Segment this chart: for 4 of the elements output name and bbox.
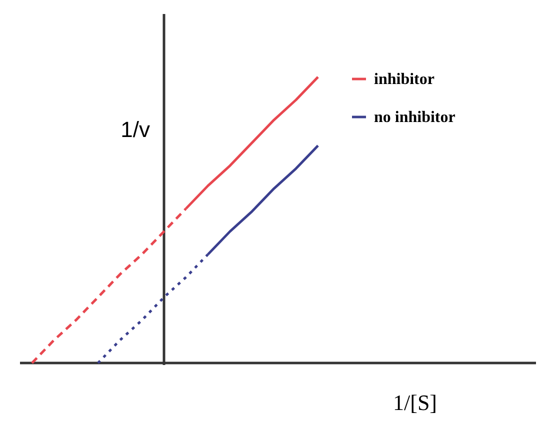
x-axis-title: 1/[S] (393, 390, 437, 415)
legend-label: no inhibitor (374, 109, 456, 126)
y-axis-title: 1/v (120, 117, 150, 142)
legend-label: inhibitor (374, 71, 434, 88)
